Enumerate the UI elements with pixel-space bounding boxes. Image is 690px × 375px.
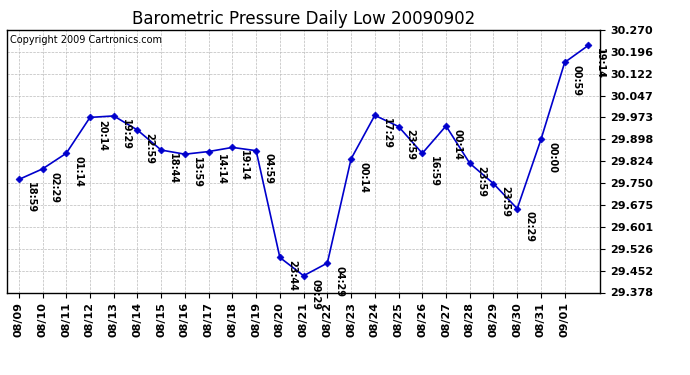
Title: Barometric Pressure Daily Low 20090902: Barometric Pressure Daily Low 20090902	[132, 10, 475, 28]
Text: 04:29: 04:29	[334, 266, 344, 297]
Text: 02:29: 02:29	[524, 211, 534, 242]
Text: 19:29: 19:29	[121, 119, 130, 150]
Text: 00:14: 00:14	[453, 129, 463, 160]
Text: 19:14: 19:14	[595, 48, 605, 79]
Text: 18:59: 18:59	[26, 182, 36, 213]
Text: 23:59: 23:59	[406, 129, 415, 160]
Text: 22:59: 22:59	[144, 133, 155, 164]
Text: 18:44: 18:44	[168, 153, 178, 184]
Text: 17:29: 17:29	[382, 118, 392, 149]
Text: 09:29: 09:29	[310, 279, 321, 309]
Text: 23:59: 23:59	[500, 186, 511, 218]
Text: 04:59: 04:59	[263, 153, 273, 184]
Text: 00:00: 00:00	[548, 142, 558, 173]
Text: 14:14: 14:14	[215, 154, 226, 185]
Text: 20:14: 20:14	[97, 120, 107, 151]
Text: Copyright 2009 Cartronics.com: Copyright 2009 Cartronics.com	[10, 35, 162, 45]
Text: 01:14: 01:14	[73, 156, 83, 187]
Text: 23:44: 23:44	[287, 260, 297, 291]
Text: 02:29: 02:29	[50, 172, 59, 202]
Text: 00:14: 00:14	[358, 162, 368, 193]
Text: 16:59: 16:59	[429, 156, 440, 187]
Text: 00:59: 00:59	[571, 65, 582, 96]
Text: 23:59: 23:59	[477, 166, 486, 197]
Text: 13:59: 13:59	[192, 157, 202, 188]
Text: 19:14: 19:14	[239, 150, 249, 181]
